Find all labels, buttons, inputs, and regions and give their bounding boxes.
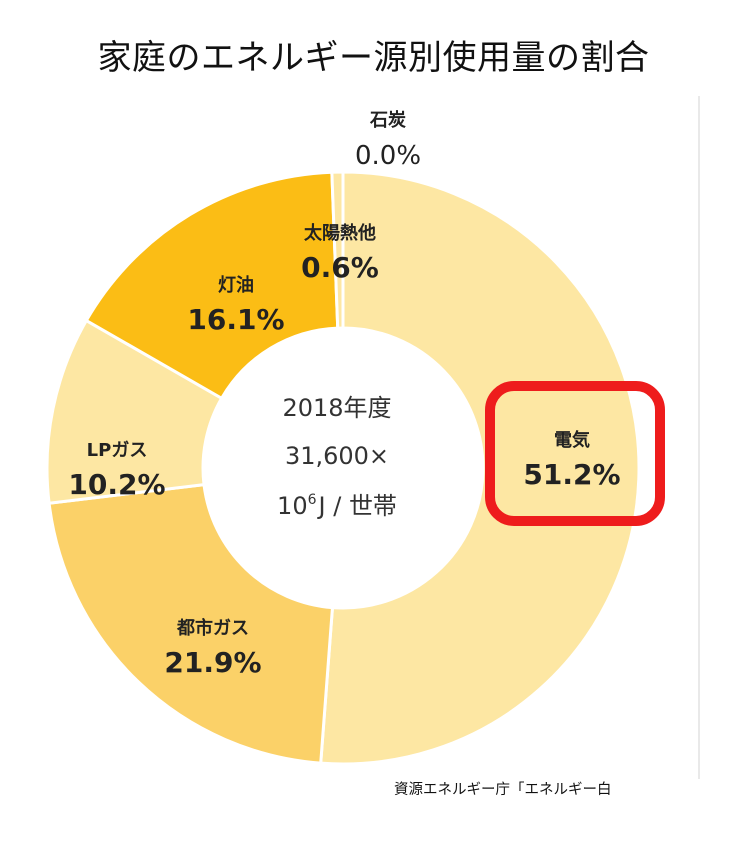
highlight-box: [485, 381, 665, 526]
slice-value-LPガス: 10.2%: [68, 468, 165, 501]
center-amount: 31,600×: [285, 442, 389, 470]
slice-電気: [319, 170, 641, 766]
slice-label-電気: 電気: [554, 429, 590, 451]
slice-value-電気: 51.2%: [523, 458, 620, 491]
slice-灯油: [84, 170, 340, 401]
source-note: 資源エネルギー庁「エネルギー白: [394, 782, 612, 798]
slice-label-太陽熱他: 太陽熱他: [304, 222, 376, 244]
slice-都市ガス: [47, 483, 335, 765]
slice-value-灯油: 16.1%: [187, 303, 284, 336]
donut-chart: 電気 51.2% 都市ガス 21.9% LPガス 10.2% 灯油 16.1% 太陽熱他 0.6%…: [45, 109, 665, 766]
slice-value-太陽熱他: 0.6%: [301, 251, 379, 284]
slice-label-灯油: 灯油: [218, 274, 254, 296]
slice-label-LPガス: LPガス: [87, 440, 148, 461]
slice-label-都市ガス: 都市ガス: [176, 617, 249, 639]
slice-value-石炭: 0.0%: [355, 141, 421, 171]
center-year: 2018年度: [282, 394, 391, 422]
center-unit: 106J / 世帯: [277, 492, 397, 520]
slice-label-石炭: 石炭: [369, 109, 406, 131]
slice-value-都市ガス: 21.9%: [164, 646, 261, 679]
chart-title: 家庭のエネルギー源別使用量の割合: [97, 38, 650, 78]
chart-panel: 電気 51.2% 都市ガス 21.9% LPガス 10.2% 灯油 16.1% 太陽熱他 0.6%…: [36, 96, 700, 779]
center-text: 2018年度 31,600× 106J / 世帯: [277, 394, 397, 520]
slice-太陽熱他: [330, 170, 345, 330]
